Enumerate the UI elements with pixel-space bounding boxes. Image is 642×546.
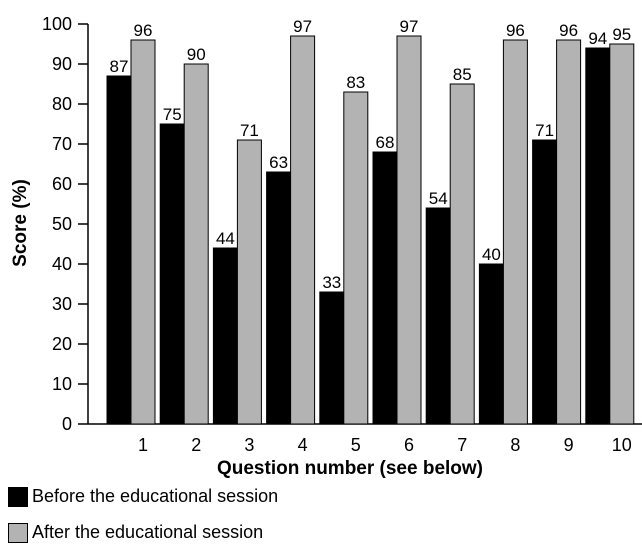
- bar-before: [159, 123, 185, 425]
- data-label: 63: [269, 153, 288, 172]
- data-label: 54: [429, 189, 448, 208]
- data-label: 96: [559, 21, 578, 40]
- data-label: 97: [400, 17, 419, 36]
- data-label: 96: [134, 21, 153, 40]
- data-label: 85: [453, 65, 472, 84]
- y-tick-label: 0: [62, 414, 72, 434]
- y-tick-label: 100: [42, 14, 72, 34]
- y-tick-label: 30: [52, 294, 72, 314]
- bar-before: [425, 207, 451, 425]
- bar-after: [449, 83, 475, 425]
- x-tick-label: 5: [351, 435, 361, 455]
- x-tick-label: 4: [298, 435, 308, 455]
- y-axis-label: Score (%): [10, 179, 31, 267]
- x-axis-label: Question number (see below): [217, 458, 483, 479]
- legend-item-before: Before the educational session: [8, 486, 278, 507]
- data-label: 96: [506, 21, 525, 40]
- legend-swatch-after: [8, 522, 28, 543]
- data-label: 90: [187, 45, 206, 64]
- y-tick-label: 80: [52, 94, 72, 114]
- data-label: 94: [588, 29, 607, 48]
- data-label: 75: [163, 105, 182, 124]
- legend-swatch-before: [8, 486, 28, 507]
- data-label: 71: [535, 121, 554, 140]
- data-label: 97: [293, 17, 312, 36]
- bar-after: [556, 39, 582, 425]
- bar-before: [106, 75, 132, 425]
- bar-after: [236, 139, 262, 425]
- x-tick-label: 7: [457, 435, 467, 455]
- bar-before: [585, 47, 611, 425]
- legend-item-after: After the educational session: [8, 522, 263, 543]
- data-label: 33: [322, 273, 341, 292]
- x-tick-label: 6: [404, 435, 414, 455]
- bar-before: [212, 247, 238, 425]
- x-tick-label: 3: [244, 435, 254, 455]
- data-label: 68: [376, 133, 395, 152]
- bar-before: [266, 171, 292, 425]
- x-tick-label: 1: [138, 435, 148, 455]
- x-tick-label: 10: [612, 435, 632, 455]
- data-label: 44: [216, 229, 235, 248]
- y-tick-label: 40: [52, 254, 72, 274]
- bar-after: [502, 39, 528, 425]
- y-tick-label: 60: [52, 174, 72, 194]
- legend-label-after: After the educational session: [32, 522, 264, 542]
- bar-after: [183, 63, 209, 425]
- y-tick-label: 70: [52, 134, 72, 154]
- x-tick-label: 2: [191, 435, 201, 455]
- y-tick-label: 90: [52, 54, 72, 74]
- x-axis-ticks: 1 2 3 4 5 6 7 8 9 10: [138, 435, 632, 455]
- data-label: 83: [346, 73, 365, 92]
- bar-after: [290, 35, 316, 425]
- bar-after: [343, 91, 369, 425]
- bar-before: [532, 139, 558, 425]
- data-label: 71: [240, 121, 259, 140]
- y-tick-label: 20: [52, 334, 72, 354]
- y-axis-ticks: 0 10 20 30 40 50 60 70 80 90 100: [42, 14, 88, 434]
- bar-before: [319, 291, 345, 425]
- y-tick-label: 50: [52, 214, 72, 234]
- bar-after: [130, 39, 156, 425]
- data-label: 95: [612, 25, 631, 44]
- x-tick-label: 8: [510, 435, 520, 455]
- bar-before: [478, 263, 504, 425]
- bars: 87 96 75 90 44 71 63 97 33 83 68 97 54 85 40 96 71 96 94 95: [106, 17, 635, 425]
- data-label: 87: [110, 57, 129, 76]
- legend-label-before: Before the educational session: [32, 486, 279, 506]
- x-tick-label: 9: [564, 435, 574, 455]
- bar-after: [609, 43, 635, 425]
- bar-after: [396, 35, 422, 425]
- bar-before: [372, 151, 398, 425]
- y-tick-label: 10: [52, 374, 72, 394]
- data-label: 40: [482, 245, 501, 264]
